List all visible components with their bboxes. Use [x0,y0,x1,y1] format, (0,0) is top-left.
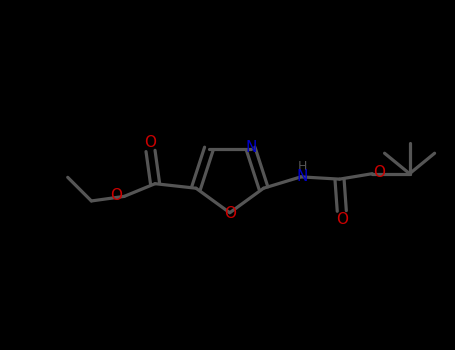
Text: H: H [298,160,307,173]
Text: N: N [246,140,257,155]
Text: O: O [336,212,348,227]
Text: O: O [224,206,236,221]
Text: N: N [297,169,308,184]
Text: O: O [111,188,122,203]
Text: O: O [145,135,157,150]
Text: O: O [373,165,384,180]
